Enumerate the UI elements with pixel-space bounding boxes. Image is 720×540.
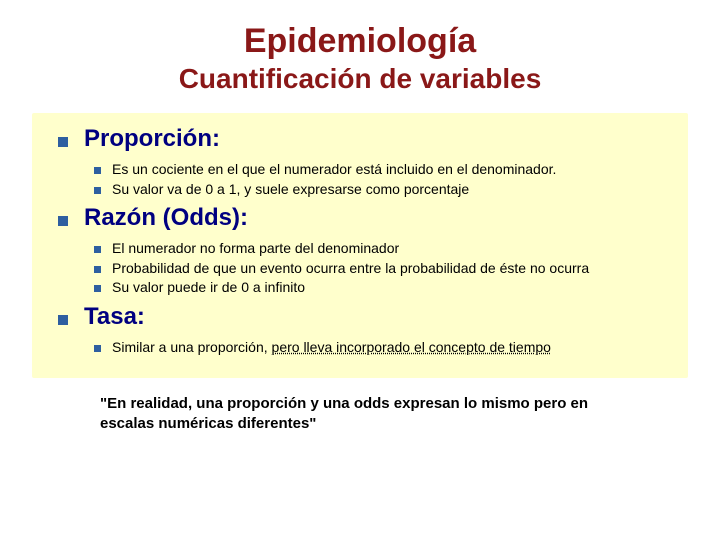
outer-list: Proporción: Es un cociente en el que el … [52,125,668,356]
inner-list: El numerador no forma parte del denomina… [84,240,668,297]
section-heading: Tasa: [84,303,145,330]
list-item: Similar a una proporción, pero lleva inc… [84,339,668,357]
list-item: El numerador no forma parte del denomina… [84,240,668,258]
section-razon: Razón (Odds): El numerador no forma part… [52,204,668,297]
tasa-text-plain: Similar a una proporción, [112,339,272,355]
section-tasa: Tasa: Similar a una proporción, pero lle… [52,303,668,357]
list-item: Su valor va de 0 a 1, y suele expresarse… [84,181,668,199]
slide: Epidemiología Cuantificación de variable… [0,22,720,540]
list-item: Probabilidad de que un evento ocurra ent… [84,260,668,278]
tasa-text-underlined: pero lleva incorporado el concepto de ti… [272,339,551,355]
section-heading: Proporción: [84,125,220,152]
section-proporcion: Proporción: Es un cociente en el que el … [52,125,668,198]
list-item: Su valor puede ir de 0 a infinito [84,279,668,297]
inner-list: Es un cociente en el que el numerador es… [84,161,668,198]
list-item: Es un cociente en el que el numerador es… [84,161,668,179]
inner-list: Similar a una proporción, pero lleva inc… [84,339,668,357]
slide-subtitle: Cuantificación de variables [0,63,720,95]
slide-title: Epidemiología [0,22,720,61]
section-heading: Razón (Odds): [84,204,248,231]
content-box: Proporción: Es un cociente en el que el … [32,113,688,378]
footnote-text: "En realidad, una proporción y una odds … [0,378,720,433]
